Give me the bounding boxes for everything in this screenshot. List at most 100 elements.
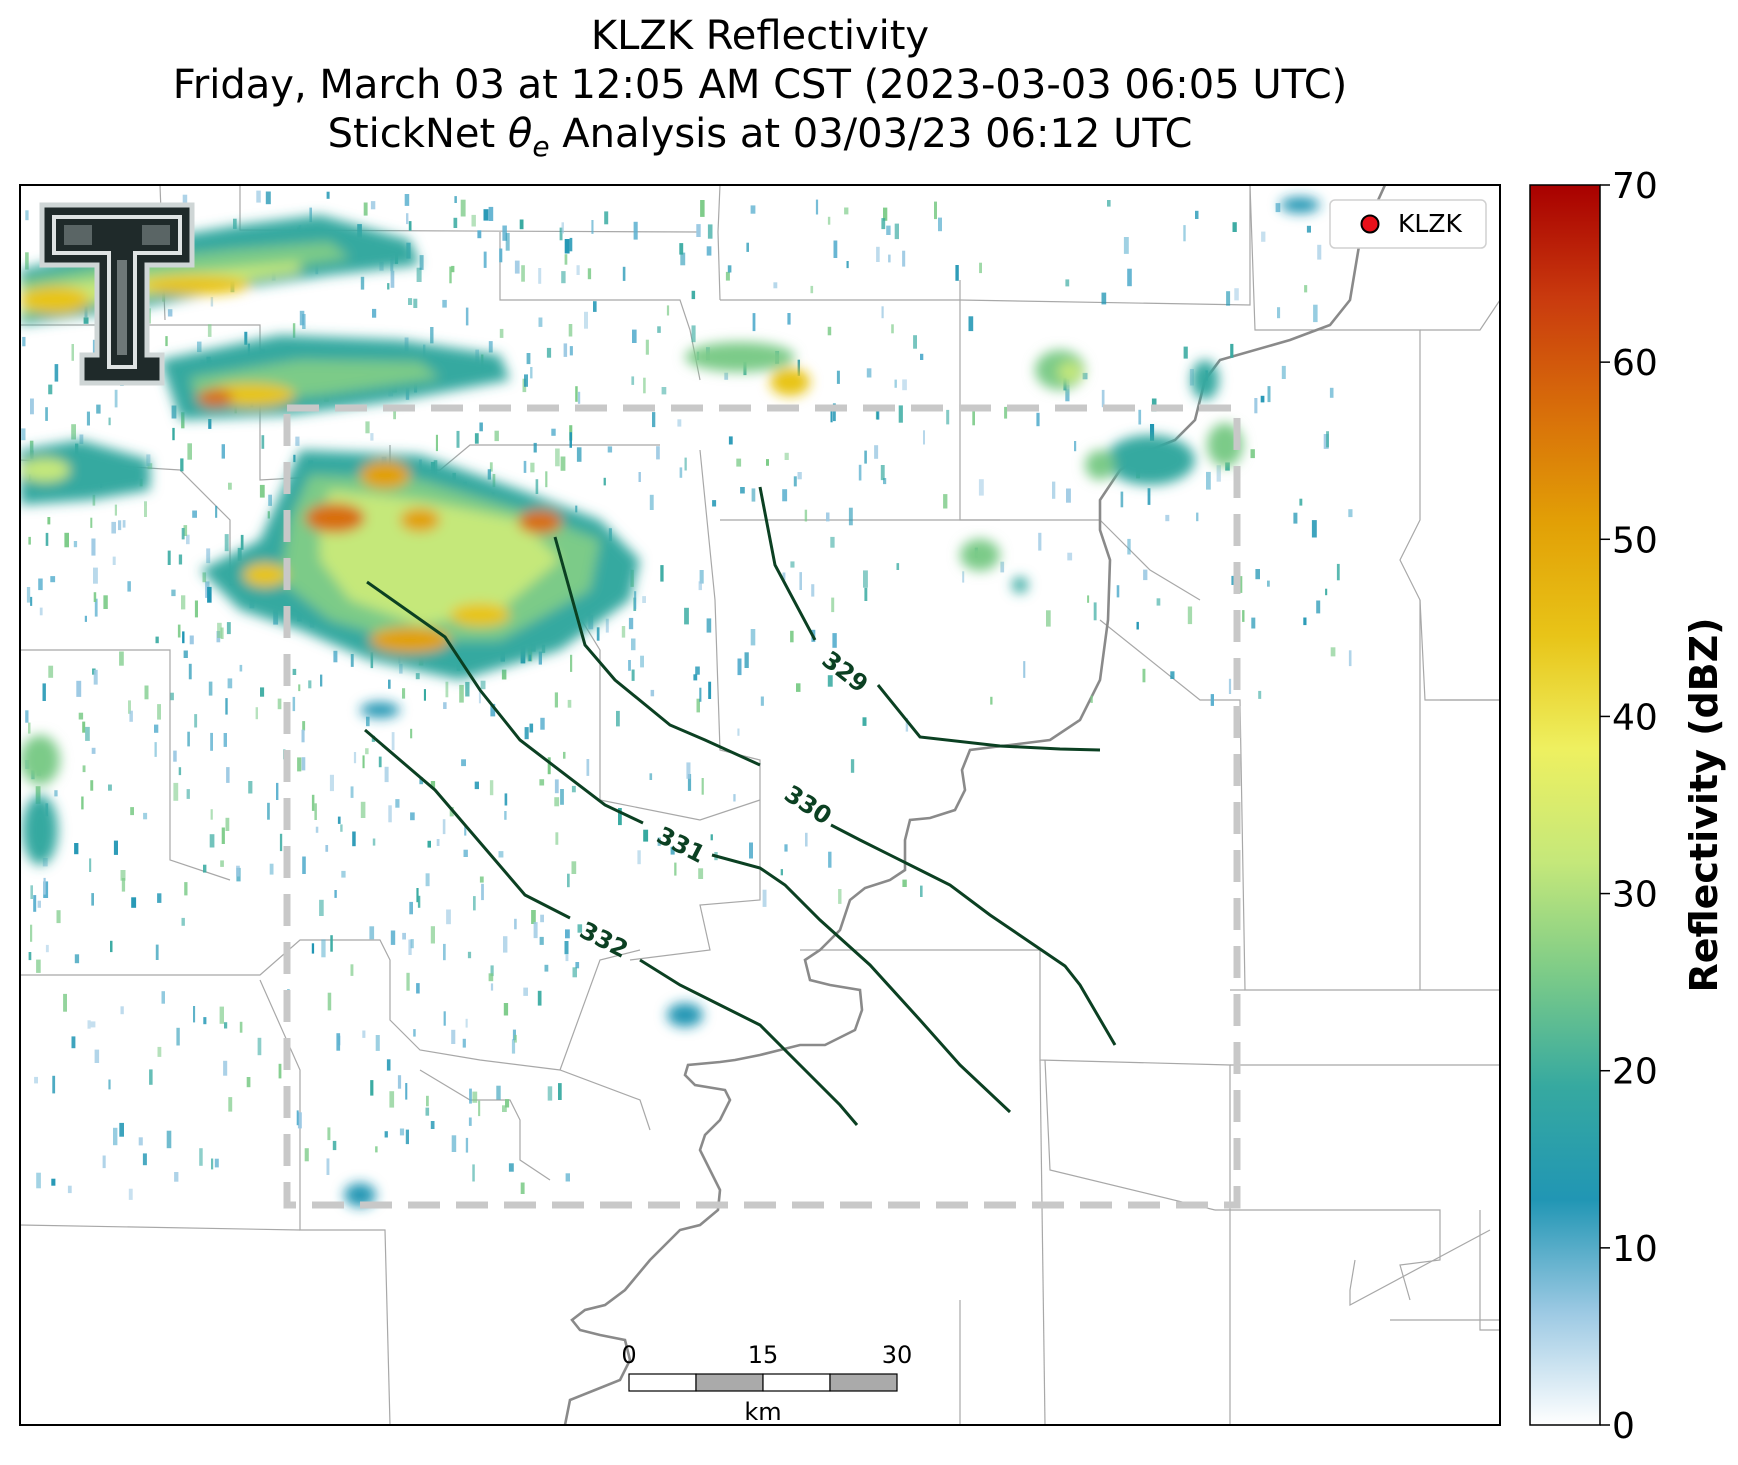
radar-speckle-pixel — [436, 839, 440, 846]
radar-speckle-pixel — [894, 379, 897, 388]
radar-speckle-pixel — [733, 794, 736, 802]
radar-speckle-pixel — [388, 679, 391, 689]
radar-speckle-pixel — [483, 251, 487, 268]
radar-speckle-pixel — [666, 305, 670, 316]
radar-speckle-pixel — [638, 472, 641, 482]
radar-speckle-pixel — [547, 1086, 553, 1101]
radar-speckle-pixel — [314, 803, 317, 820]
radar-speckle-pixel — [799, 572, 802, 590]
radar-speckle-pixel — [531, 910, 536, 924]
radar-speckle-pixel — [605, 618, 609, 633]
radar-speckle-pixel — [451, 1029, 456, 1044]
radar-speckle-pixel — [1281, 365, 1286, 379]
radar-speckle-pixel — [902, 379, 907, 391]
radar-speckle-pixel — [1183, 346, 1188, 359]
radar-speckle-pixel — [210, 297, 214, 307]
radar-speckle-pixel — [189, 635, 194, 645]
radar-speckle-pixel — [161, 991, 165, 1004]
radar-speckle-pixel — [1210, 694, 1214, 706]
colorbar-tick-label: 40 — [1612, 697, 1658, 738]
radar-speckle-pixel — [804, 509, 808, 522]
radar-speckle-pixel — [320, 674, 323, 687]
radar-speckle-pixel — [465, 307, 469, 326]
radar-speckle-pixel — [35, 786, 41, 804]
radar-speckle-pixel — [489, 462, 493, 472]
radar-speckle-pixel — [181, 412, 185, 429]
radar-speckle-pixel — [51, 1178, 56, 1186]
radar-speckle-pixel — [350, 786, 354, 798]
title-line-3: StickNet θe Analysis at 03/03/23 06:12 U… — [0, 110, 1520, 171]
radar-speckle-pixel — [471, 214, 476, 227]
radar-speckle-pixel — [546, 347, 552, 358]
radar-speckle-pixel — [905, 718, 909, 732]
station-marker-icon — [1360, 214, 1380, 234]
radar-speckle-pixel — [413, 298, 418, 308]
radar-speckle-pixel — [73, 541, 78, 548]
radar-speckle-pixel — [30, 596, 33, 606]
radar-speckle-pixel — [239, 664, 243, 672]
radar-speckle-pixel — [128, 700, 131, 714]
radar-speckle-pixel — [465, 1018, 468, 1028]
radar-speckle-pixel — [883, 478, 887, 485]
radar-speckle-pixel — [575, 962, 580, 969]
radar-speckle-pixel — [706, 246, 712, 256]
radar-speckle-pixel — [533, 442, 537, 453]
radar-speckle-pixel — [352, 831, 356, 847]
radar-speckle-pixel — [203, 1017, 207, 1025]
radar-speckle-pixel — [577, 391, 581, 404]
radar-speckle-pixel — [25, 710, 29, 723]
radar-speckle-pixel — [1107, 200, 1111, 207]
radar-speckle-pixel — [1082, 372, 1088, 380]
colorbar-tick-label: 70 — [1612, 166, 1658, 207]
radar-speckle-pixel — [656, 446, 660, 460]
radar-speckle-pixel — [866, 368, 872, 378]
radar-speckle-pixel — [210, 809, 213, 820]
radar-speckle-pixel — [479, 422, 483, 432]
radar-speckle-pixel — [193, 1006, 196, 1023]
radar-speckle-pixel — [1004, 406, 1008, 419]
theta-symbol: θ — [507, 111, 533, 157]
radar-speckle-pixel — [38, 578, 43, 591]
radar-speckle-pixel — [467, 951, 472, 959]
radar-speckle-pixel — [1226, 291, 1231, 306]
radar-speckle-pixel — [968, 316, 974, 332]
radar-speckle-pixel — [365, 421, 370, 434]
radar-speckle-pixel — [386, 1059, 391, 1071]
radar-speckle-pixel — [370, 201, 376, 210]
radar-speckle-pixel — [782, 489, 788, 502]
radar-speckle-pixel — [192, 510, 197, 518]
radar-speckle-pixel — [880, 465, 885, 481]
radar-speckle-pixel — [402, 932, 406, 940]
radar-speckle-pixel — [631, 376, 635, 385]
radar-speckle-pixel — [298, 684, 301, 692]
radar-speckle-pixel — [430, 1121, 435, 1129]
radar-speckle-pixel — [336, 1033, 341, 1051]
radar-speckle-pixel — [74, 843, 79, 855]
radar-speckle-pixel — [1306, 225, 1311, 233]
radar-speckle-pixel — [565, 929, 570, 939]
radar-speckle-pixel — [122, 520, 126, 528]
radar-speckle-pixel — [478, 690, 481, 704]
radar-speckle-pixel — [419, 255, 424, 270]
radar-speckle-pixel — [94, 598, 98, 617]
radar-speckle-pixel — [267, 802, 270, 820]
radar-speckle-pixel — [427, 840, 431, 848]
radar-speckle-pixel — [36, 959, 41, 973]
radar-speckle-pixel — [848, 507, 853, 526]
radar-speckle-pixel — [661, 387, 667, 395]
radar-speckle-pixel — [1330, 647, 1336, 657]
radar-speckle-pixel — [56, 910, 61, 924]
radar-speckle-pixel — [526, 353, 531, 365]
radar-speckle-pixel — [410, 812, 415, 821]
radar-speckle-pixel — [128, 1188, 133, 1200]
radar-speckle-pixel — [782, 572, 786, 581]
radar-speckle-pixel — [416, 983, 420, 994]
radar-speckle-pixel — [409, 901, 413, 915]
radar-speckle-pixel — [144, 501, 147, 517]
radar-speckle-pixel — [645, 339, 649, 355]
radar-speckle-pixel — [82, 721, 86, 733]
title-line-2: Friday, March 03 at 12:05 AM CST (2023-0… — [172, 62, 1348, 108]
radar-speckle-pixel — [1329, 387, 1334, 398]
radar-speckle-pixel — [652, 412, 656, 428]
radar-speckle-pixel — [1023, 661, 1026, 678]
